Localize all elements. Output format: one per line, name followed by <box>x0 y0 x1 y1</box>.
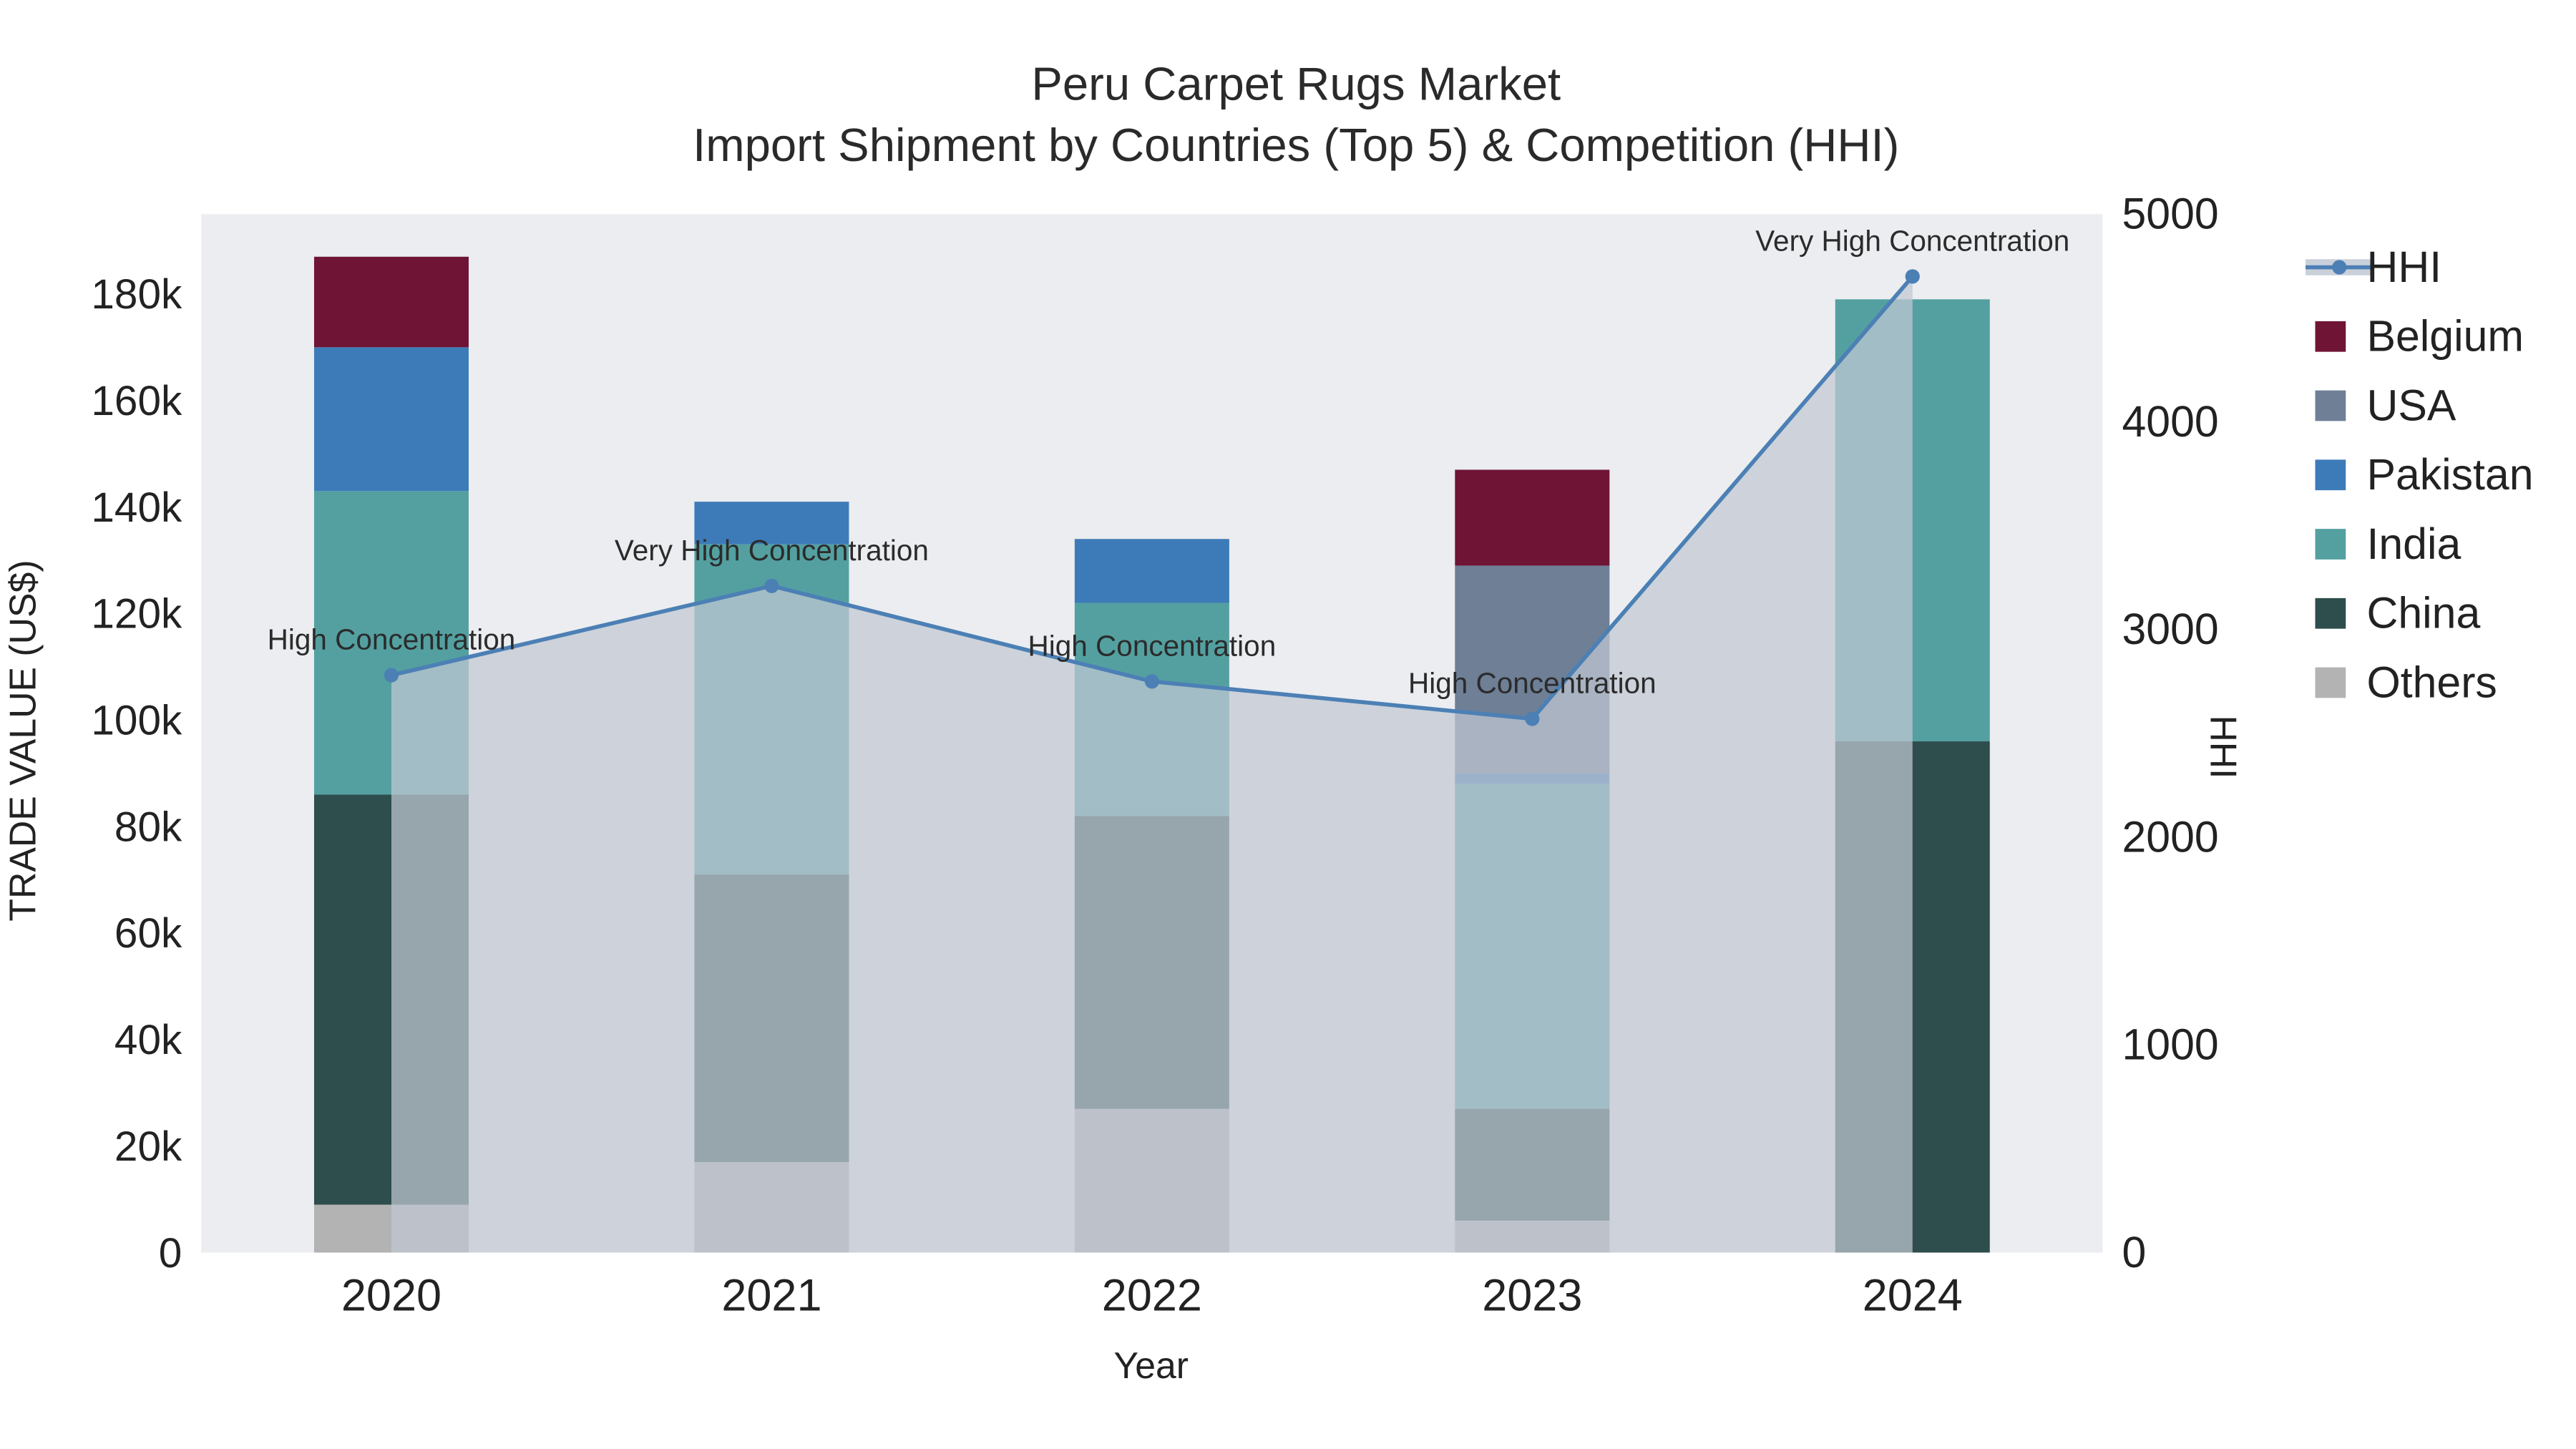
hhi-area-fill <box>391 276 1913 1253</box>
annotation-2022: High Concentration <box>1028 629 1277 662</box>
y-left-tick-160k: 160k <box>91 378 182 424</box>
hhi-point-2020 <box>384 668 399 683</box>
y-left-axis-title: TRADE VALUE (US$) <box>2 560 44 921</box>
x-tick-2022: 2022 <box>1102 1271 1202 1321</box>
hhi-point-2023 <box>1525 711 1540 726</box>
legend-swatch-usa-icon <box>2315 390 2346 421</box>
legend-label-usa: USA <box>2367 381 2457 429</box>
bar-pakistan-2020 <box>313 347 469 492</box>
chart-title-line2: Import Shipment by Countries (Top 5) & C… <box>693 119 1899 171</box>
y-left-tick-0: 0 <box>159 1230 182 1277</box>
x-tick-2020: 2020 <box>341 1271 441 1321</box>
annotation-2023: High Concentration <box>1408 667 1657 700</box>
bar-pakistan-2021 <box>694 502 849 545</box>
y-right-axis-title: HHI <box>2202 715 2244 779</box>
legend-item-belgium[interactable]: Belgium <box>2315 312 2524 361</box>
legend-label-india: India <box>2367 519 2462 568</box>
x-tick-2021: 2021 <box>721 1271 821 1321</box>
hhi-point-2021 <box>764 578 779 593</box>
legend-label-china: China <box>2367 589 2481 638</box>
legend-item-others[interactable]: Others <box>2315 658 2497 706</box>
legend-item-hhi[interactable]: HHI <box>2306 243 2441 291</box>
legend-swatch-pakistan-icon <box>2315 459 2346 491</box>
legend-item-india[interactable]: India <box>2315 519 2462 568</box>
legend-swatch-others-icon <box>2315 667 2346 698</box>
x-tick-2023: 2023 <box>1482 1271 1582 1321</box>
x-axis-title: Year <box>1113 1345 1189 1386</box>
bar-belgium-2020 <box>313 256 469 348</box>
x-tick-2024: 2024 <box>1863 1271 1963 1321</box>
legend-item-usa[interactable]: USA <box>2315 381 2457 429</box>
y-left-tick-180k: 180k <box>91 271 182 318</box>
legend-swatch-china-icon <box>2315 597 2346 629</box>
y-right-tick-3000: 3000 <box>2122 605 2219 653</box>
y-left-tick-80k: 80k <box>114 804 182 850</box>
chart-title-line1: Peru Carpet Rugs Market <box>1031 58 1561 110</box>
y-left-tick-100k: 100k <box>91 698 182 744</box>
legend-swatch-belgium-icon <box>2315 321 2346 352</box>
y-left-tick-120k: 120k <box>91 591 182 638</box>
y-left-tick-140k: 140k <box>91 484 182 531</box>
legend-hhi-marker-icon <box>2332 260 2347 275</box>
y-right-tick-0: 0 <box>2122 1228 2147 1277</box>
hhi-point-2022 <box>1144 674 1159 689</box>
annotation-2021: Very High Concentration <box>615 534 929 567</box>
legend-item-pakistan[interactable]: Pakistan <box>2315 450 2534 499</box>
y-left-tick-40k: 40k <box>114 1017 182 1063</box>
y-left-tick-60k: 60k <box>114 910 182 957</box>
legend-label-pakistan: Pakistan <box>2367 450 2534 499</box>
y-right-tick-5000: 5000 <box>2122 190 2219 238</box>
bar-pakistan-2022 <box>1074 539 1229 603</box>
annotation-2024: Very High Concentration <box>1755 224 2069 257</box>
legend-label-others: Others <box>2367 658 2497 706</box>
y-left-tick-20k: 20k <box>114 1123 182 1170</box>
y-right-tick-2000: 2000 <box>2122 812 2219 861</box>
legend-item-china[interactable]: China <box>2315 589 2481 638</box>
y-right-tick-1000: 1000 <box>2122 1020 2219 1069</box>
y-right-tick-4000: 4000 <box>2122 397 2219 446</box>
bar-belgium-2023 <box>1455 469 1610 566</box>
annotation-2020: High Concentration <box>268 623 516 656</box>
legend-label-hhi: HHI <box>2367 243 2442 291</box>
legend-label-belgium: Belgium <box>2367 312 2524 361</box>
legend-swatch-india-icon <box>2315 529 2346 560</box>
hhi-point-2024 <box>1905 269 1920 284</box>
